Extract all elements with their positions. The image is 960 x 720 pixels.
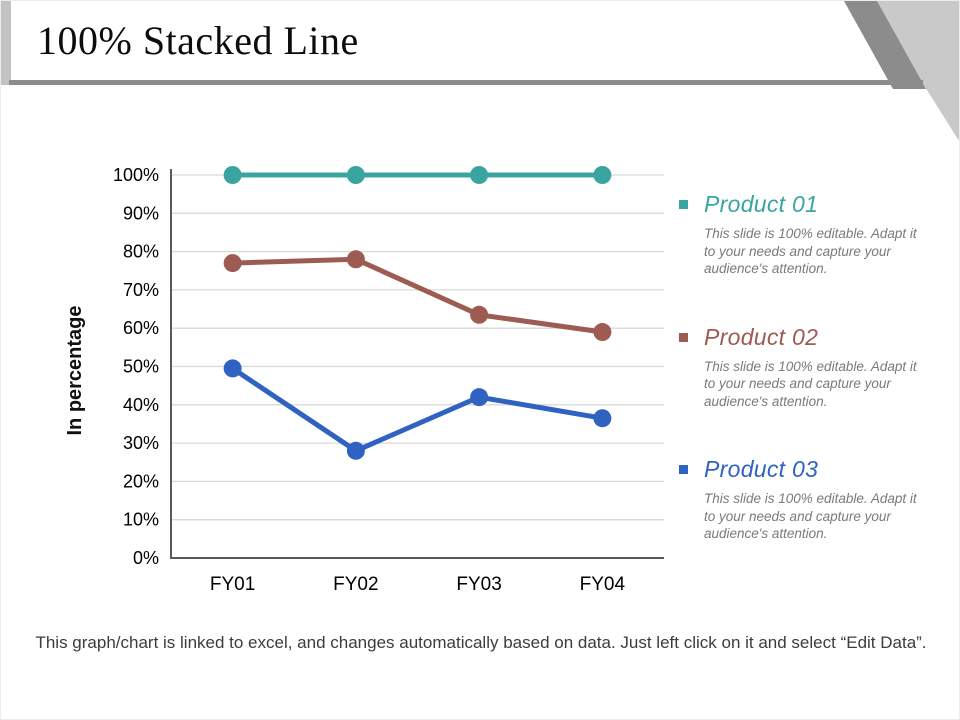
y-tick-label: 70% [123, 280, 159, 300]
legend-description: This slide is 100% editable. Adapt it to… [704, 358, 917, 409]
legend-label: Product 03 [704, 456, 819, 482]
data-point[interactable] [223, 166, 242, 184]
data-point[interactable] [593, 323, 612, 342]
data-point[interactable] [593, 409, 612, 428]
legend-bullet-icon [679, 200, 688, 209]
y-axis-title: In percentage [64, 305, 86, 435]
title-divider [9, 80, 923, 85]
data-point[interactable] [223, 254, 242, 273]
y-tick-label: 0% [133, 548, 159, 568]
y-tick-label: 50% [123, 357, 159, 377]
series-line-product-03[interactable] [230, 365, 605, 454]
data-point[interactable] [223, 359, 242, 378]
footer-note: This graph/chart is linked to excel, and… [35, 633, 927, 652]
chart-canvas[interactable]: 0% 10% 20% 30% 40% 50% 60% 70% 80% 90% 100% FY01 FY0… [41, 141, 681, 601]
legend-label: Product 01 [704, 191, 819, 217]
data-point[interactable] [346, 441, 365, 460]
data-point[interactable] [346, 166, 365, 184]
left-edge-strip [1, 1, 11, 85]
y-tick-label: 20% [123, 471, 159, 491]
legend-description: This slide is 100% editable. Adapt it to… [704, 226, 917, 276]
x-tick-label: FY04 [580, 574, 626, 595]
y-tick-label: 10% [123, 510, 159, 530]
legend-bullet-icon [679, 332, 688, 342]
data-point[interactable] [593, 166, 612, 184]
y-tick-label: 60% [123, 318, 159, 338]
data-point[interactable] [470, 305, 489, 324]
series-line-product-02[interactable] [230, 256, 605, 335]
legend-description: This slide is 100% editable. Adapt it to… [704, 491, 917, 541]
chart-legend: Product 01 This slide is 100% editable. … [679, 191, 945, 589]
data-point[interactable] [346, 250, 365, 269]
y-tick-label: 100% [113, 165, 159, 185]
stacked-line-chart[interactable]: 0% 10% 20% 30% 40% 50% 60% 70% 80% 90% 100% FY01 FY0… [41, 141, 681, 601]
y-tick-label: 40% [123, 395, 159, 415]
y-tick-label: 90% [123, 203, 159, 223]
x-tick-label: FY03 [456, 574, 501, 595]
data-point[interactable] [470, 388, 489, 407]
slide-title: 100% Stacked Line [37, 18, 359, 63]
legend-item-product-01: Product 01 This slide is 100% editable. … [679, 191, 945, 278]
legend-label: Product 02 [704, 323, 819, 350]
y-tick-label: 30% [123, 433, 159, 453]
data-point[interactable] [470, 166, 489, 184]
x-tick-label: FY02 [333, 574, 378, 595]
legend-bullet-icon [679, 465, 688, 474]
y-tick-label: 80% [123, 242, 159, 262]
legend-item-product-03: Product 03 This slide is 100% editable. … [679, 456, 945, 543]
x-tick-label: FY01 [210, 574, 255, 595]
legend-item-product-02: Product 02 This slide is 100% editable. … [679, 324, 945, 411]
